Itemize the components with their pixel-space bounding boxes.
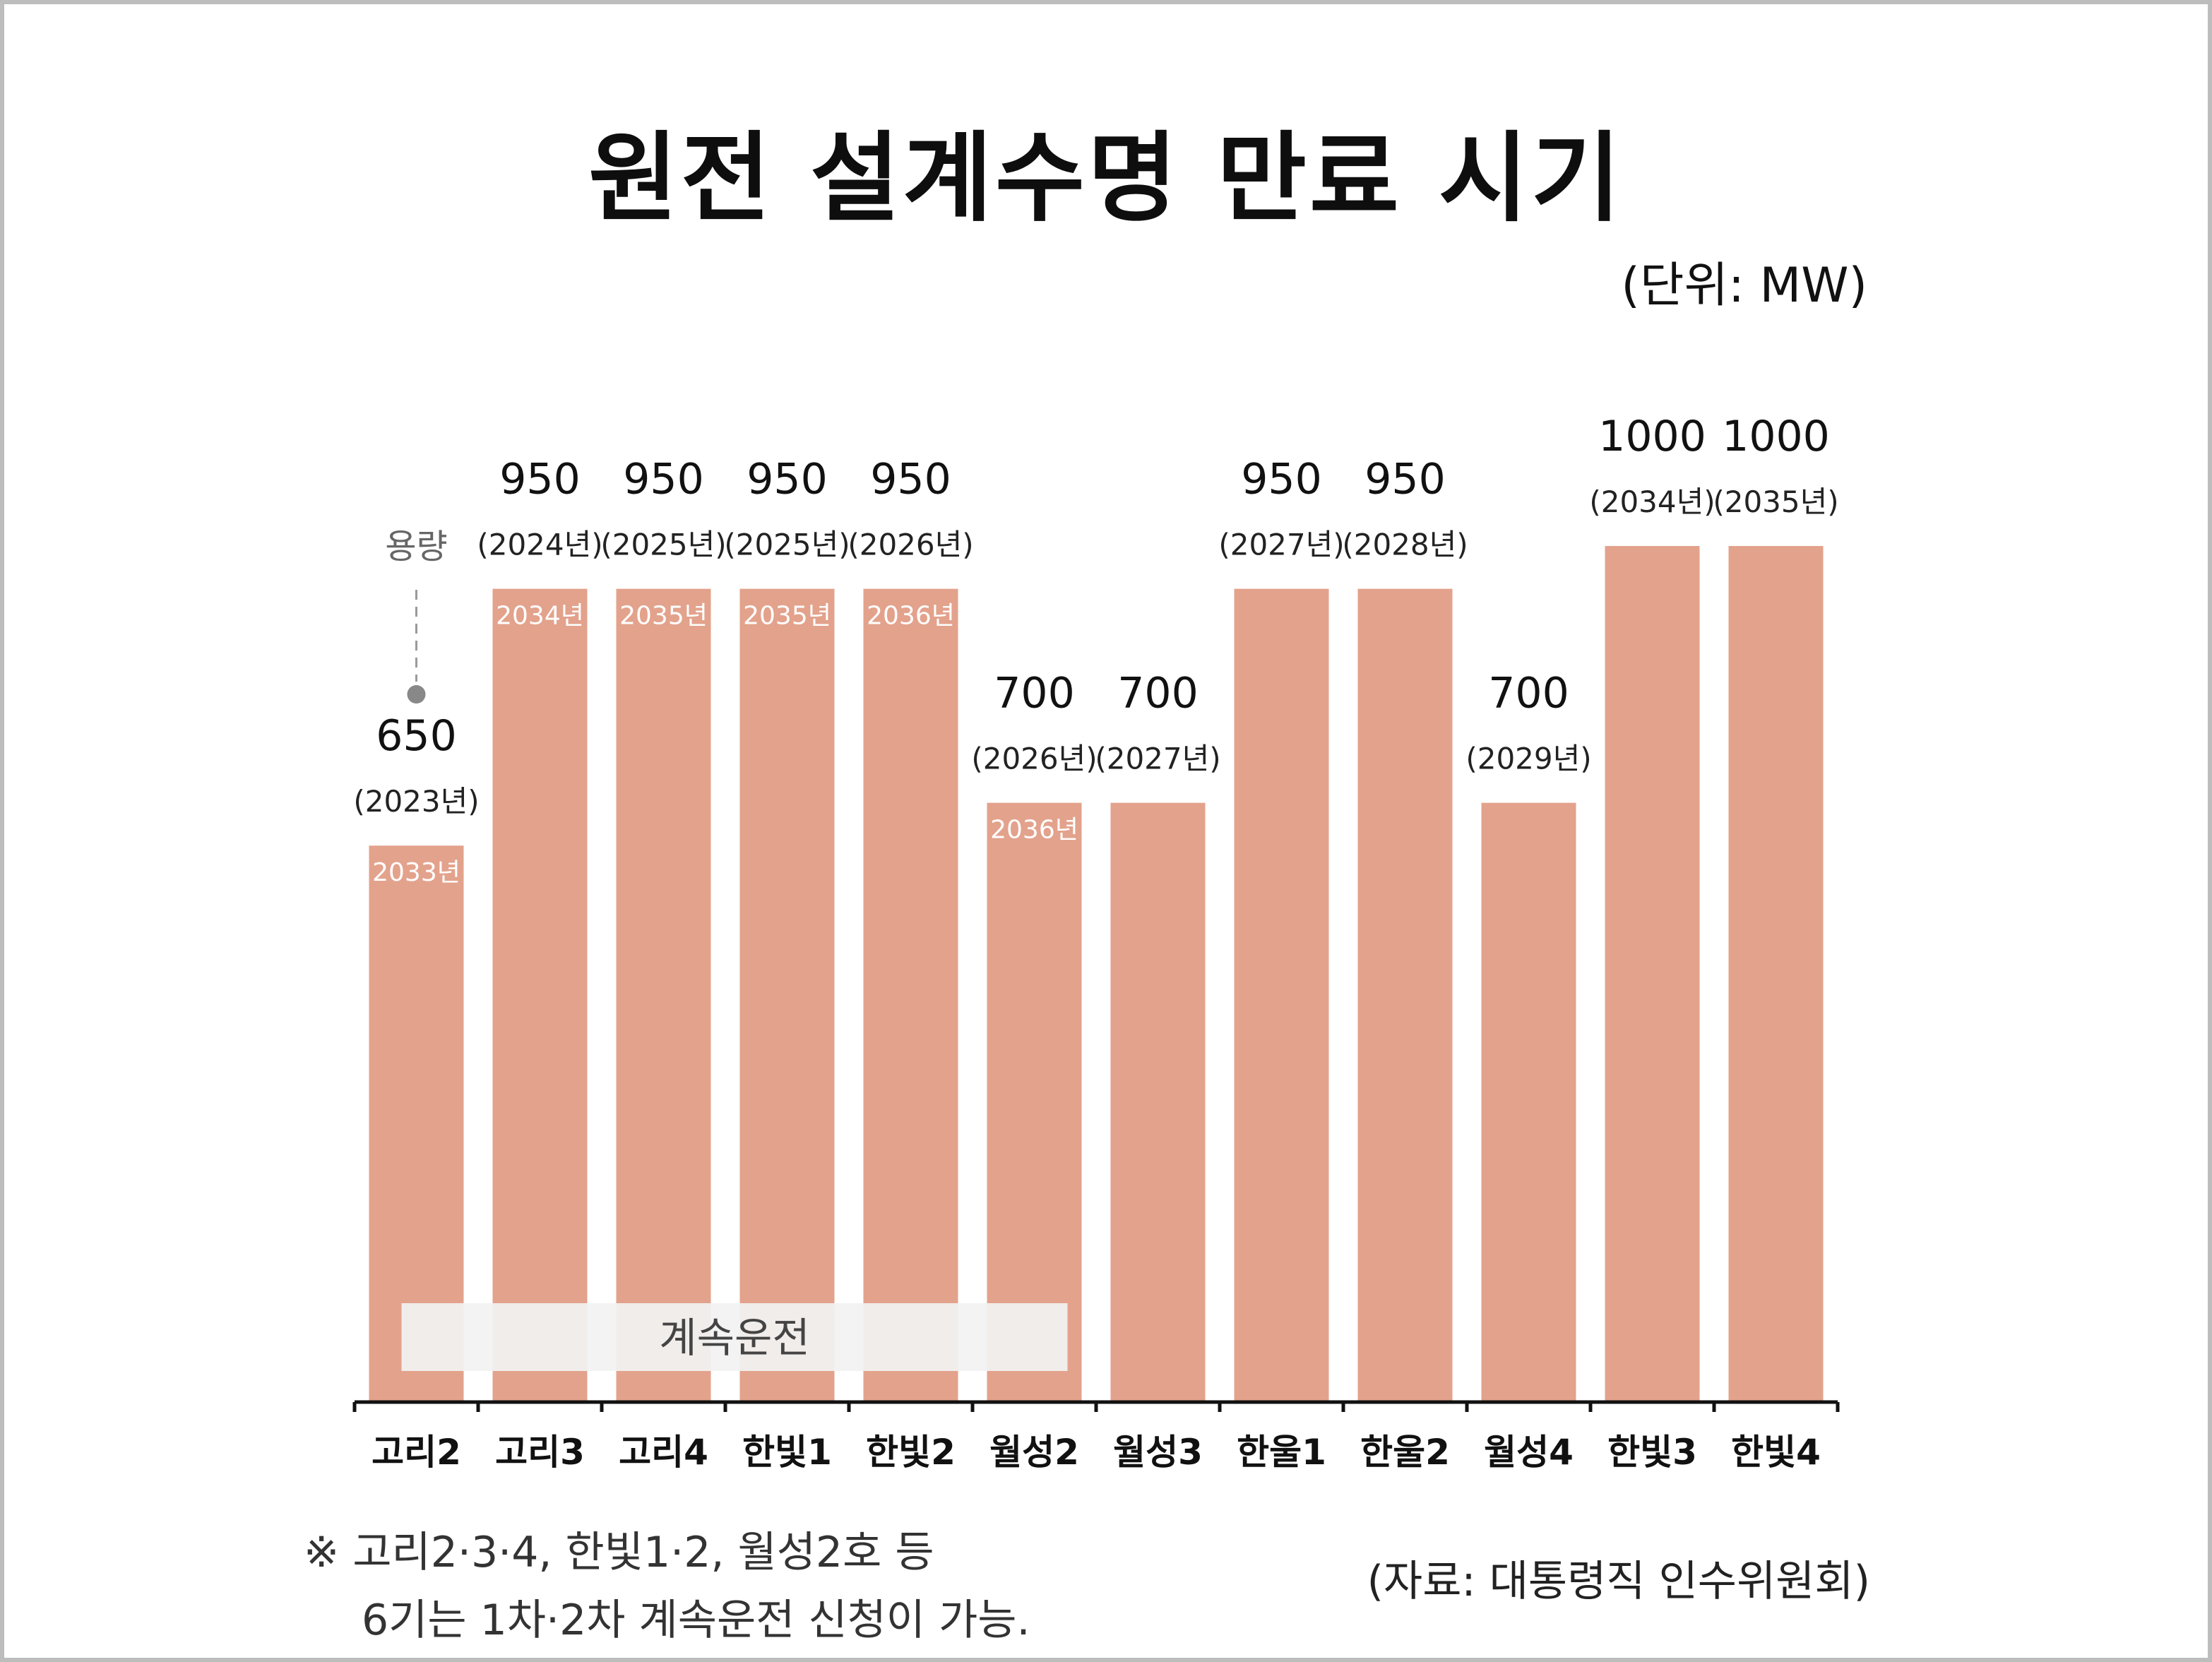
- extended-year-label: 2033년: [372, 858, 460, 887]
- value-label: 950: [1241, 455, 1322, 504]
- extended-year-label: 2034년: [496, 602, 584, 631]
- year-label: (2025년): [724, 528, 850, 562]
- category-label: 한빛4: [1731, 1432, 1821, 1473]
- category-label: 월성2: [989, 1432, 1079, 1473]
- category-label: 월성3: [1113, 1432, 1203, 1473]
- unit-label: (단위: MW): [1621, 258, 1867, 314]
- year-label: (2023년): [353, 784, 479, 819]
- value-label: 650: [376, 711, 457, 761]
- capacity-marker-label: 용량: [385, 527, 447, 566]
- bar-7: [1110, 802, 1206, 1402]
- category-label: 고리2: [371, 1432, 461, 1473]
- bar-10: [1481, 802, 1576, 1402]
- extended-year-label: 2035년: [619, 602, 708, 631]
- value-label: 950: [1364, 455, 1446, 504]
- category-label: 한빛3: [1607, 1432, 1697, 1473]
- value-label: 1000: [1722, 412, 1830, 461]
- bar-11: [1605, 546, 1700, 1402]
- bar-12: [1728, 546, 1824, 1402]
- footnote-line-2: 6기는 1차·2차 계속운전 신청이 가능.: [362, 1596, 1030, 1645]
- value-label: 1000: [1598, 412, 1706, 461]
- value-label: 950: [870, 455, 951, 504]
- bar-2: [492, 588, 588, 1402]
- year-label: (2026년): [848, 528, 973, 562]
- chart-title: 원전 설계수명 만료 시기: [588, 121, 1624, 235]
- extended-year-label: 2036년: [990, 816, 1078, 845]
- capacity-marker-dot: [407, 685, 426, 704]
- year-label: (2028년): [1342, 528, 1468, 562]
- category-label: 한울2: [1360, 1432, 1450, 1473]
- bar-4: [739, 588, 835, 1402]
- category-label: 고리4: [619, 1432, 708, 1473]
- value-label: 950: [623, 455, 704, 504]
- extended-year-label: 2035년: [743, 602, 831, 631]
- bar-8: [1234, 588, 1329, 1402]
- category-label: 고리3: [495, 1432, 585, 1473]
- year-label: (2026년): [971, 742, 1097, 776]
- value-label: 950: [499, 455, 581, 504]
- category-label: 한울1: [1237, 1432, 1326, 1473]
- year-label: (2029년): [1465, 742, 1591, 776]
- year-label: (2024년): [477, 528, 602, 562]
- bar-3: [616, 588, 711, 1402]
- continued-operation-band: [401, 1303, 1068, 1371]
- footnote-line-1: ※ 고리2·3·4, 한빛1·2, 월성2호 등: [304, 1528, 934, 1577]
- value-label: 700: [1488, 669, 1569, 718]
- category-label: 한빛2: [866, 1432, 956, 1473]
- value-label: 700: [1117, 669, 1199, 718]
- year-label: (2025년): [600, 528, 726, 562]
- value-label: 700: [994, 669, 1075, 718]
- footnote: ※ 고리2·3·4, 한빛1·2, 월성2호 등 6기는 1차·2차 계속운전 …: [304, 1519, 1030, 1654]
- bar-5: [863, 588, 958, 1402]
- bar-6: [987, 802, 1082, 1402]
- extended-year-label: 2036년: [867, 602, 955, 631]
- bar-9: [1357, 588, 1453, 1402]
- value-label: 950: [747, 455, 828, 504]
- year-label: (2034년): [1589, 485, 1715, 519]
- year-label: (2027년): [1095, 742, 1220, 776]
- category-label: 월성4: [1484, 1432, 1574, 1473]
- year-label: (2035년): [1713, 485, 1838, 519]
- year-label: (2027년): [1218, 528, 1344, 562]
- category-label: 한빛1: [742, 1432, 832, 1473]
- continued-operation-label: 계속운전: [659, 1314, 809, 1362]
- source-note: (자료: 대통령직 인수위원회): [1367, 1557, 1870, 1606]
